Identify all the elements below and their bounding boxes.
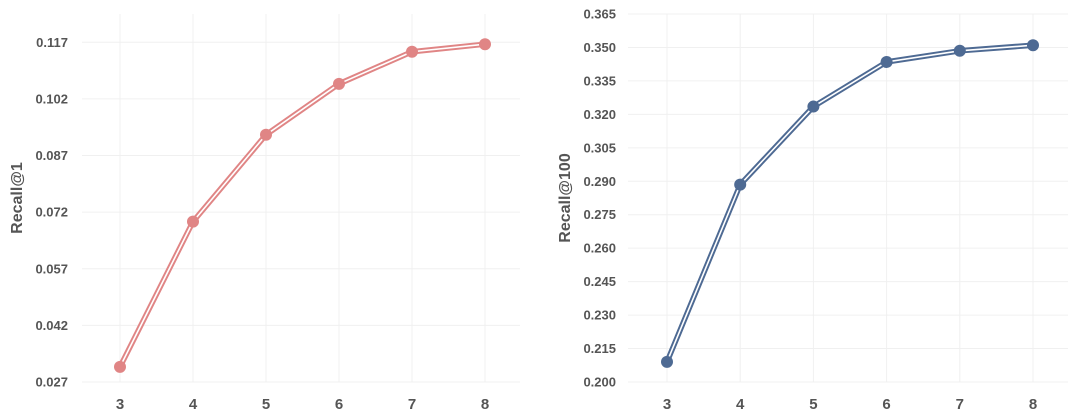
y-tick-label: 0.260	[583, 241, 616, 256]
x-tick-label: 8	[481, 396, 489, 413]
x-tick-label: 5	[809, 396, 817, 413]
y-axis-label: Recall@100	[557, 153, 574, 243]
series-line	[117, 41, 486, 369]
x-tick-label: 3	[663, 396, 671, 413]
y-tick-label: 0.335	[583, 73, 616, 88]
y-tick-label: 0.290	[583, 174, 616, 189]
series-line-highlight	[666, 44, 1034, 363]
data-point	[187, 215, 199, 228]
recall-at-100-chart: 0.200 0.215 0.230 0.245 0.260 0.275 0.290 0.305…	[557, 7, 1068, 413]
y-tick-label: 0.102	[35, 91, 68, 106]
x-tick-label: 7	[408, 396, 416, 413]
data-point	[479, 38, 491, 51]
y-tick-label: 0.320	[583, 107, 616, 122]
y-tick-label: 0.057	[35, 261, 68, 276]
y-tick-label: 0.027	[35, 375, 68, 390]
y-axis-label: Recall@1	[9, 162, 26, 234]
data-point	[734, 178, 747, 191]
y-tick-label: 0.200	[583, 375, 616, 390]
y-tick-label: 0.117	[36, 35, 68, 50]
data-point	[953, 44, 966, 57]
data-point	[333, 77, 345, 90]
y-tick-label: 0.350	[583, 40, 616, 55]
y-tick-label: 0.230	[583, 308, 616, 323]
x-tick-label: 7	[956, 396, 964, 413]
x-tick-label: 4	[189, 396, 198, 413]
y-tick-label: 0.305	[583, 140, 616, 155]
data-point	[661, 355, 673, 368]
y-tick-label: 0.215	[583, 341, 616, 356]
y-tick-label: 0.072	[35, 205, 68, 220]
data-point	[114, 360, 126, 373]
x-tick-label: 5	[262, 396, 270, 413]
y-tick-label: 0.042	[35, 318, 68, 333]
x-tick-label: 6	[882, 396, 890, 413]
data-point	[880, 55, 893, 68]
data-point	[406, 45, 418, 58]
x-tick-label: 3	[116, 396, 124, 413]
data-point	[260, 128, 272, 141]
series-line-highlight	[119, 43, 486, 368]
y-tick-label: 0.275	[583, 207, 616, 222]
y-tick-label: 0.087	[35, 148, 68, 163]
y-tick-label: 0.365	[583, 7, 616, 22]
x-tick-label: 6	[335, 396, 343, 413]
data-point	[1027, 39, 1039, 52]
x-tick-label: 8	[1029, 396, 1037, 413]
x-tick-label: 4	[736, 396, 745, 413]
series-line	[664, 42, 1034, 363]
data-point	[807, 100, 820, 113]
y-tick-label: 0.245	[583, 274, 616, 289]
recall-at-1-chart: 0.027 0.042 0.057 0.072 0.087 0.102 0.117 3 4 5 6 7…	[9, 14, 520, 413]
